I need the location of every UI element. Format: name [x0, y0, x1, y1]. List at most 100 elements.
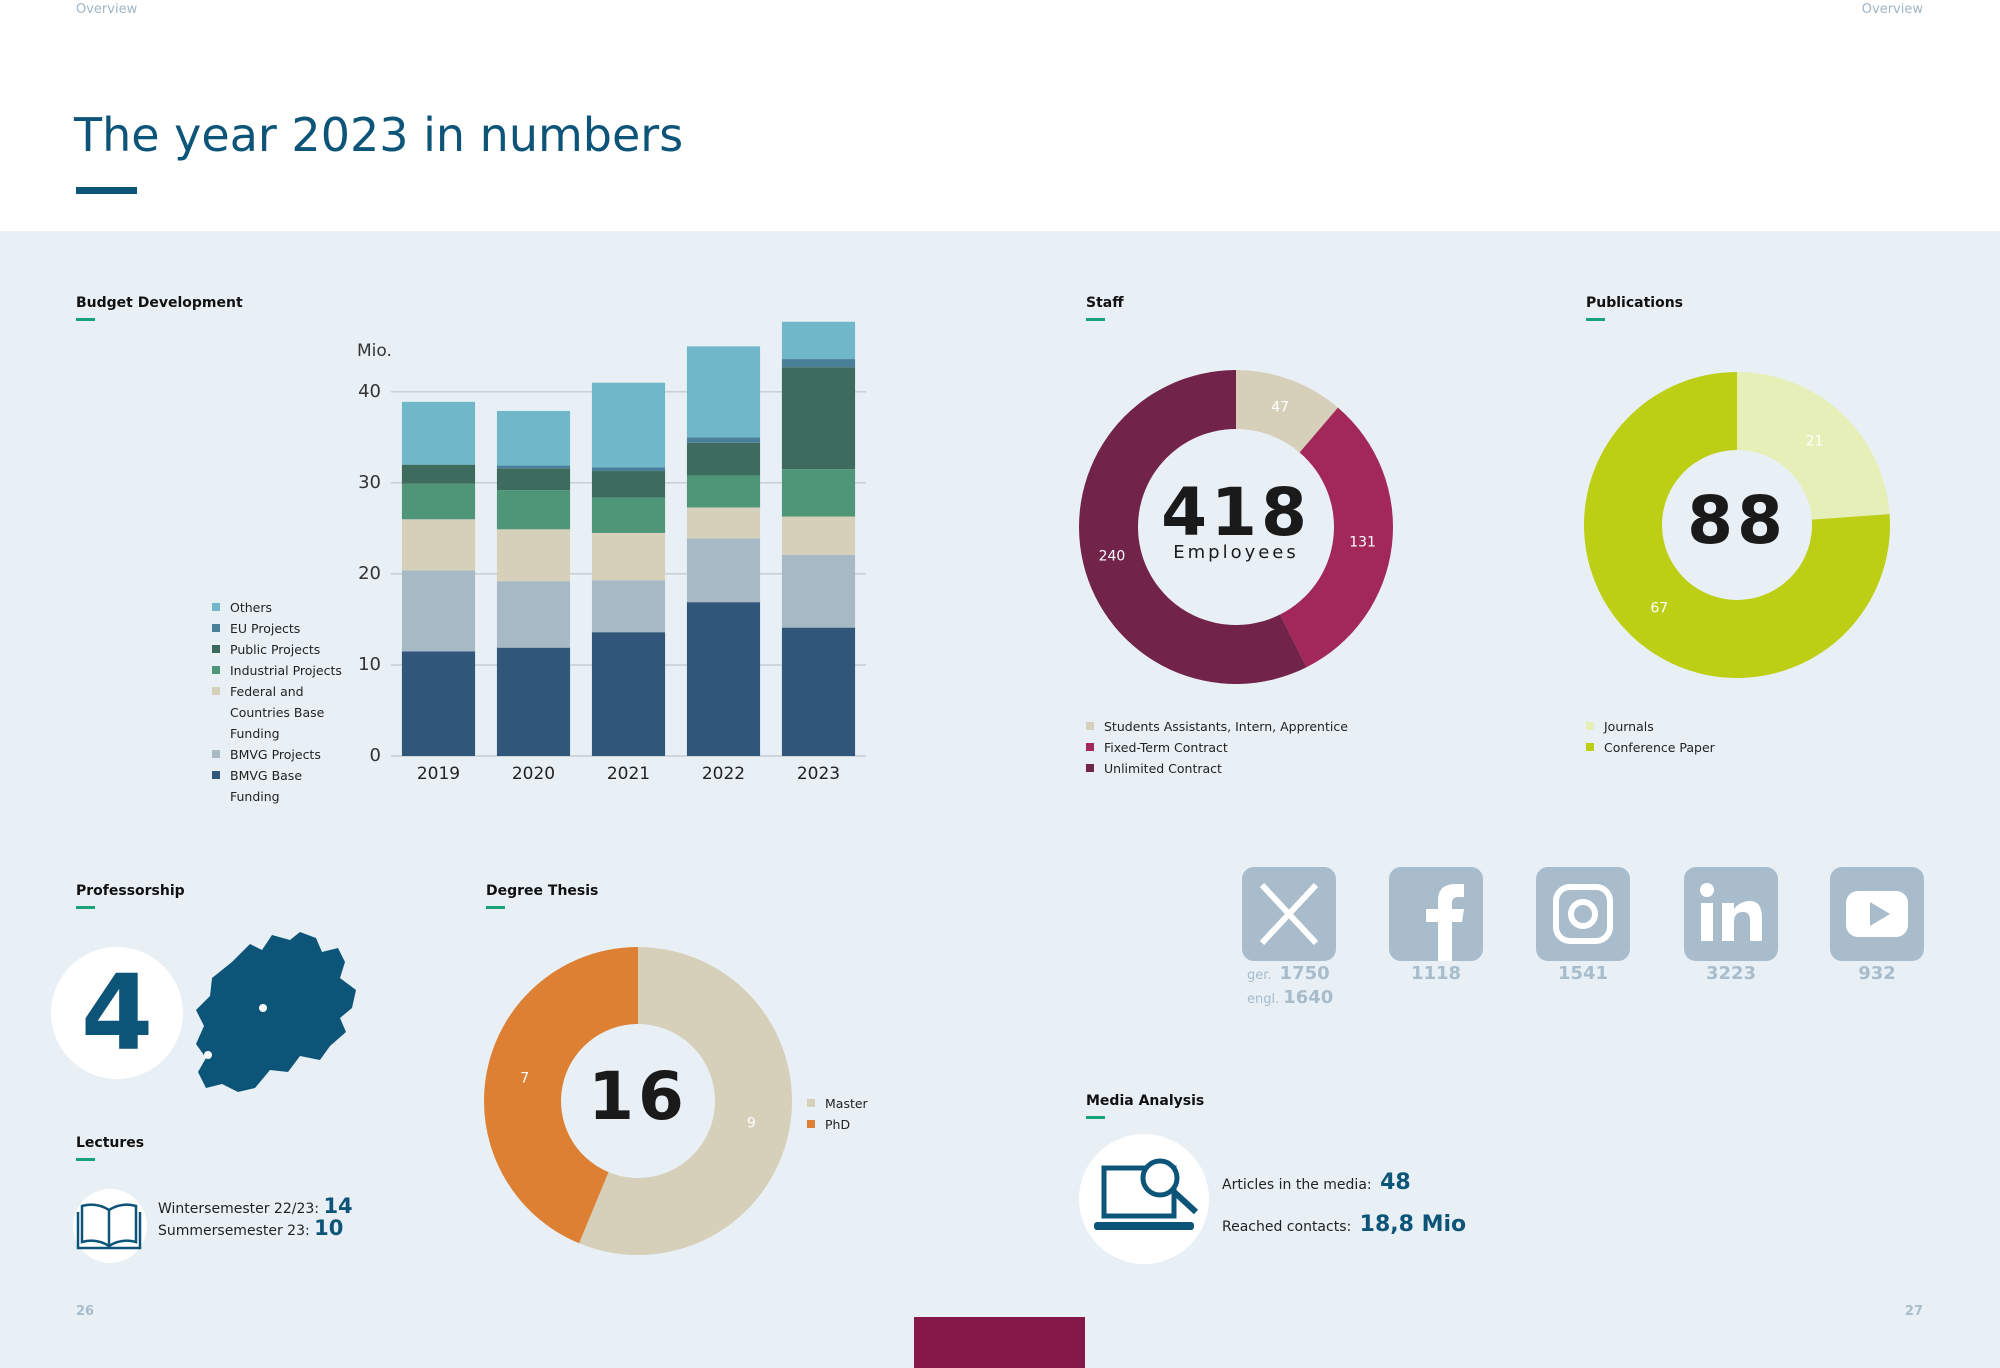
donut-slice	[1280, 407, 1393, 668]
bar-segment	[496, 529, 571, 582]
bar-segment	[401, 483, 476, 520]
donut-slice	[1078, 370, 1307, 684]
social-label: engl.	[1247, 992, 1280, 1007]
legend-swatch	[807, 1120, 815, 1128]
bar-segment	[781, 627, 856, 756]
y-tick-label: 40	[358, 381, 381, 402]
x-tick-label: 2019	[417, 764, 460, 784]
legend: Master PhD	[807, 1093, 868, 1135]
bar-segment	[781, 321, 856, 360]
title-underline	[76, 187, 137, 194]
map-dot	[259, 1004, 267, 1012]
media-row: Reached contacts: 18,8 Mio	[1222, 1212, 1466, 1237]
legend-label: Fixed-Term Contract	[1104, 740, 1228, 755]
bar-segment	[401, 401, 476, 465]
page-number: 27	[1904, 1304, 1923, 1319]
bar-segment	[686, 475, 761, 508]
linkedin-icon	[1701, 903, 1713, 941]
section-title: Media Analysis	[1086, 1093, 1204, 1119]
legend-swatch	[1586, 743, 1594, 751]
media-value: 48	[1380, 1170, 1411, 1195]
laptop-icon	[1094, 1222, 1194, 1230]
legend-item: EU Projects	[212, 618, 347, 639]
center-value: 418	[1161, 474, 1311, 551]
legend-item: Students Assistants, Intern, Apprentice	[1086, 716, 1348, 737]
legend-label: Conference Paper	[1604, 740, 1715, 755]
slice-label: 67	[1650, 600, 1668, 616]
lecture-value: 14	[323, 1194, 353, 1218]
bar-segment	[591, 467, 666, 472]
bar-segment	[781, 469, 856, 517]
legend-label: Journals	[1604, 719, 1654, 734]
facebook-icon	[1426, 884, 1464, 961]
legend: Students Assistants, Intern, Apprentice F…	[1086, 716, 1348, 779]
legend-label: Others	[230, 600, 273, 615]
section-title: Staff	[1086, 295, 1124, 321]
social-count: ger. 1750 engl. 1640	[1247, 963, 1333, 1011]
legend-swatch	[212, 645, 220, 653]
lecture-row: Wintersemester 22/23: 14	[158, 1194, 353, 1218]
center-value: 16	[588, 1058, 688, 1135]
bar-segment	[591, 471, 666, 498]
linkedin-icon	[1700, 883, 1714, 897]
legend-swatch	[212, 750, 220, 758]
legend-label: Public Projects	[230, 642, 321, 657]
bar-segment	[496, 410, 571, 466]
media-label: Reached contacts:	[1222, 1219, 1352, 1235]
youtube-icon	[1870, 902, 1890, 926]
instagram-icon	[1536, 867, 1630, 961]
legend-swatch	[1086, 743, 1094, 751]
slice-label: 47	[1271, 399, 1289, 415]
legend-label: Students Assistants, Intern, Apprentice	[1104, 719, 1348, 734]
social-value: 1640	[1283, 987, 1334, 1008]
bar-segment	[401, 651, 476, 756]
y-tick-label: 0	[370, 745, 381, 766]
slice-label: 131	[1349, 534, 1376, 550]
lecture-row: Summersemester 23: 10	[158, 1216, 343, 1240]
legend-item: Unlimited Contract	[1086, 758, 1348, 779]
section-title: Budget Development	[76, 295, 243, 321]
bar-segment	[781, 516, 856, 555]
bar-segment	[591, 632, 666, 756]
center-value: 88	[1687, 482, 1787, 559]
bar-segment	[591, 382, 666, 468]
legend-label: Industrial Projects	[230, 663, 342, 678]
lecture-label: Summersemester 23:	[158, 1223, 310, 1239]
legend-item: Public Projects	[212, 639, 347, 660]
bar-segment	[686, 437, 761, 443]
book-icon	[76, 1212, 142, 1250]
magnifier-icon	[1140, 1158, 1180, 1198]
bar-segment	[401, 464, 476, 484]
professorship-value: 4	[80, 952, 154, 1074]
donut-slice	[579, 947, 792, 1255]
section-title: Publications	[1586, 295, 1683, 321]
bar-segment	[591, 580, 666, 633]
magnifier-icon	[1169, 1187, 1199, 1215]
y-tick-label: 20	[358, 563, 381, 584]
bar-segment	[496, 581, 571, 648]
donut-slice	[1583, 372, 1891, 678]
legend-item: Master	[807, 1093, 868, 1114]
media-row: Articles in the media: 48	[1222, 1170, 1411, 1195]
legend-item: Industrial Projects	[212, 660, 347, 681]
linkedin-icon	[1722, 901, 1762, 941]
slice-label: 9	[747, 1116, 756, 1132]
media-label: Articles in the media:	[1222, 1177, 1372, 1193]
legend-item: Federal and Countries Base Funding	[212, 681, 347, 744]
bar-segment	[496, 465, 571, 469]
icon-circle	[1079, 1134, 1209, 1264]
social-label: ger.	[1247, 968, 1272, 983]
badge-circle	[51, 947, 183, 1079]
donut-slice	[1236, 370, 1338, 453]
x-icon	[1259, 882, 1319, 946]
section-title: Degree Thesis	[486, 883, 598, 909]
map-dot	[204, 1051, 212, 1059]
legend-item: Conference Paper	[1586, 737, 1715, 758]
social-row: ger. 1750	[1247, 963, 1333, 987]
legend: Others EU Projects Public Projects Industri…	[212, 597, 347, 807]
legend-swatch	[212, 687, 220, 695]
page-number: 26	[76, 1304, 95, 1319]
bar-segment	[591, 532, 666, 581]
